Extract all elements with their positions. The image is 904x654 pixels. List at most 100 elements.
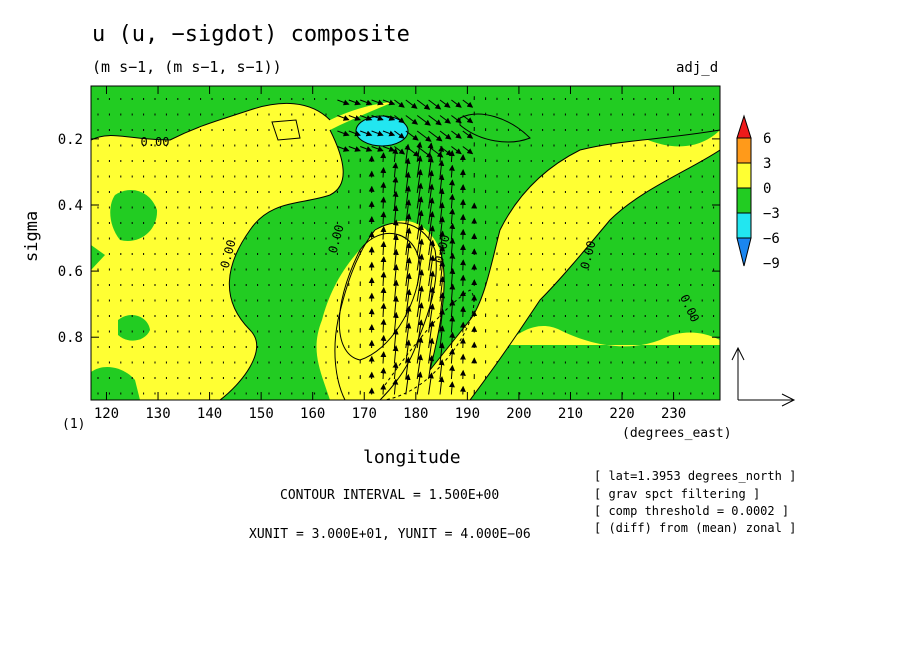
y-tick-label: 0.6 (58, 264, 83, 280)
wind-vector (438, 359, 445, 380)
wind-vector (428, 286, 436, 318)
wind-vector (449, 237, 456, 256)
wind-vector (449, 348, 456, 364)
wind-vector (392, 345, 399, 364)
wind-vector (405, 213, 412, 240)
x-tick-label: 220 (609, 406, 634, 422)
colorbar-label: −9 (763, 256, 780, 272)
wind-vector (405, 272, 412, 302)
wind-vector (449, 222, 456, 240)
wind-vector (449, 331, 456, 349)
x-axis-label: longitude (363, 447, 461, 468)
wind-vector (380, 318, 387, 333)
x-tick-label: 200 (506, 406, 531, 422)
wind-vector (462, 146, 474, 155)
wind-vector (428, 303, 435, 333)
wind-vector (380, 181, 387, 194)
colorbar-swatch (736, 162, 752, 189)
vector-units: XUNIT = 3.000E+01, YUNIT = 4.000E−06 (249, 527, 531, 542)
plot-frame (90, 85, 721, 401)
wind-vector (371, 130, 384, 137)
wind-vector (405, 130, 419, 141)
wind-vector (416, 182, 424, 209)
wind-vector (394, 130, 405, 139)
wind-vector (416, 302, 424, 333)
wind-vector (428, 115, 442, 126)
chart-subtitle: (m s−1, (m s−1, s−1)) (92, 58, 282, 76)
note-filter: [ grav spct filtering ] (594, 487, 761, 501)
wind-vector (382, 99, 396, 106)
y-axis: 0.2 0.4 0.6 0.8 (58, 132, 720, 346)
green-region-bottom-left (91, 366, 140, 400)
wind-vector (348, 115, 361, 121)
wind-vector (392, 162, 399, 178)
wind-vector (449, 315, 456, 333)
wind-vector (462, 99, 474, 108)
wind-vector (380, 196, 387, 209)
wind-vector (451, 130, 462, 139)
x-tick-label: 230 (661, 406, 686, 422)
wind-vector (438, 145, 445, 163)
x-tick-label: 140 (197, 406, 222, 422)
wind-vector (380, 211, 387, 225)
wind-vector (371, 115, 384, 121)
wind-vector (439, 115, 451, 124)
wind-vector (380, 334, 387, 349)
wind-vector (428, 183, 435, 209)
wind-vector (360, 146, 373, 152)
note-lat: [ lat=1.3953 degrees_north ] (594, 469, 797, 483)
wind-vector (337, 99, 350, 106)
wind-vector (448, 164, 455, 178)
x-tick-label: 150 (248, 406, 273, 422)
colorbar-label: −3 (763, 206, 780, 222)
wind-vector (394, 99, 405, 108)
colorbar-label: 6 (763, 131, 771, 147)
wind-vector (348, 99, 361, 106)
wind-vector (416, 285, 424, 318)
wind-vector (380, 351, 387, 364)
wind-vector (405, 257, 412, 287)
contour-interval: CONTOUR INTERVAL = 1.500E+00 (280, 488, 500, 503)
wind-vector (360, 115, 373, 121)
colorbar: 6 3 0 −3 −6 −9 (736, 114, 780, 272)
wind-vector (416, 169, 423, 194)
x-axis-units: (degrees_east) (622, 426, 732, 441)
wind-vector (416, 371, 423, 395)
colorbar-swatch (736, 187, 752, 214)
wind-vector (337, 146, 350, 152)
wind-vector (371, 146, 384, 152)
note-diff: [ (diff) from (mean) zonal ] (594, 521, 797, 535)
run-tag: adj_d (676, 60, 719, 76)
wind-vector (427, 372, 434, 395)
wind-vector (360, 99, 373, 106)
colorbar-swatch (736, 212, 752, 239)
wind-vector (380, 286, 387, 302)
wind-vector (428, 270, 436, 302)
wind-vector (449, 193, 456, 209)
wind-vector (449, 364, 456, 380)
wind-vector (337, 130, 350, 137)
wind-vector (451, 115, 462, 124)
wind-vector (394, 115, 405, 124)
green-region-center-band (220, 86, 720, 400)
wind-vector (449, 208, 456, 225)
wind-vector (405, 227, 412, 256)
wind-vector (404, 373, 411, 395)
wind-vector (416, 130, 432, 142)
wind-vector (380, 256, 387, 271)
wind-vector (380, 166, 387, 178)
wind-vector (448, 381, 455, 395)
wind-vector (439, 99, 451, 108)
colorbar-swatch (736, 237, 752, 267)
yellow-region-right (505, 325, 720, 347)
x-axis: 120 130 140 150 160 170 180 190 200 210 220 230 (94, 86, 686, 422)
wind-vector (416, 99, 431, 110)
wind-vector (380, 152, 387, 163)
y-tick-label: 0.2 (58, 132, 83, 148)
wind-vector (392, 147, 399, 163)
wind-vector (405, 199, 412, 225)
wind-vector (462, 115, 474, 124)
wind-vector (392, 378, 399, 395)
green-region-left-small (91, 245, 105, 270)
